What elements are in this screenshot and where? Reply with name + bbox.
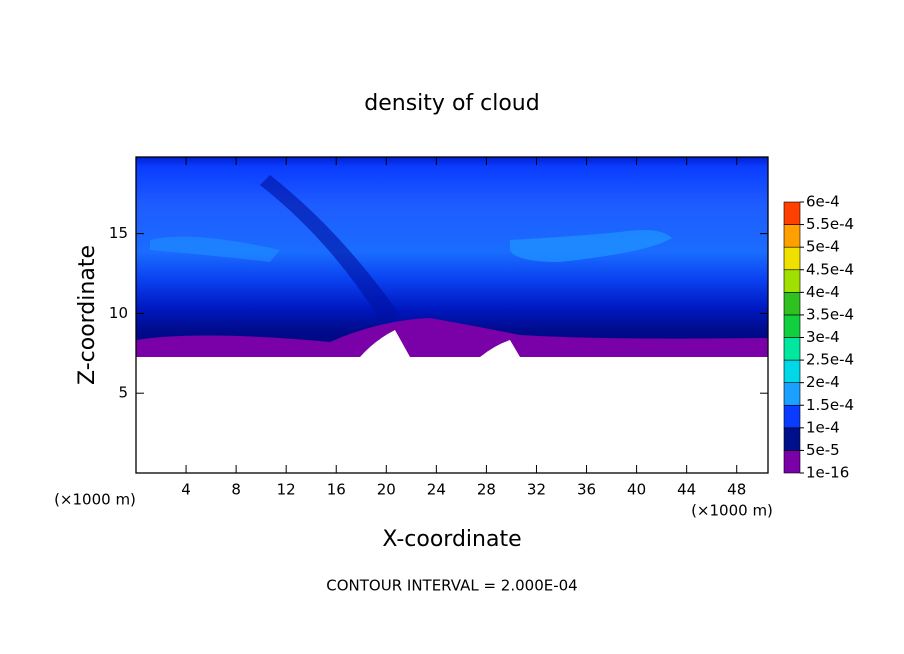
field-gap: [360, 330, 520, 357]
field-patch: [260, 175, 400, 320]
y-unit: (×1000 m): [54, 491, 136, 509]
x-tick-label: 40: [627, 481, 646, 499]
colorbar-swatch: [783, 427, 801, 451]
colorbar-label: 2.5e-4: [806, 351, 854, 369]
colorbar-swatch: [783, 201, 801, 225]
y-tick-label: 10: [109, 304, 128, 322]
colorbar-label: 1e-4: [806, 418, 840, 436]
field-empty: [136, 357, 768, 473]
colorbar-label: 1e-16: [806, 464, 849, 482]
colorbar-swatch: [783, 337, 801, 361]
colorbar-label: 3.5e-4: [806, 305, 854, 323]
y-axis-label: Z-coordinate: [75, 245, 100, 385]
x-tick-label: 4: [181, 481, 191, 499]
field-patch: [510, 230, 672, 262]
colorbar-swatch: [783, 450, 801, 474]
x-tick-label: 12: [277, 481, 296, 499]
colorbar-swatch: [783, 314, 801, 338]
colorbar-label: 1.5e-4: [806, 396, 854, 414]
colorbar-swatch: [783, 246, 801, 271]
x-tick-label: 48: [727, 481, 746, 499]
x-tick-label: 36: [577, 481, 596, 499]
footer: CONTOUR INTERVAL = 2.000E-04: [326, 577, 577, 595]
colorbar-swatch: [783, 292, 801, 316]
x-tick-label: 20: [377, 481, 396, 499]
colorbar-label: 5e-4: [806, 238, 840, 256]
colorbar-label: 6e-4: [806, 193, 840, 211]
chart-title: density of cloud: [364, 91, 539, 116]
y-tick-label: 5: [118, 384, 128, 402]
colorbar-swatch: [783, 404, 801, 429]
contour-field: [136, 157, 768, 473]
field-patch: [150, 236, 280, 262]
colorbar-swatch: [783, 224, 801, 248]
x-tick-label: 28: [477, 481, 496, 499]
colorbar-label: 4.5e-4: [806, 260, 854, 278]
x-tick-label: 32: [527, 481, 546, 499]
colorbar-label: 5e-5: [806, 441, 840, 459]
colorbar-swatch: [783, 382, 801, 406]
colorbar-label: 5.5e-4: [806, 215, 854, 233]
field-purple: [136, 318, 768, 357]
x-tick-label: 44: [677, 481, 696, 499]
x-tick-label: 24: [427, 481, 446, 499]
plot-frame: [135, 156, 769, 474]
colorbar-label: 3e-4: [806, 328, 840, 346]
colorbar-label: 2e-4: [806, 373, 840, 391]
colorbar-swatch: [783, 359, 801, 383]
x-tick-label: 8: [231, 481, 241, 499]
x-axis-label: X-coordinate: [382, 527, 521, 552]
y-tick-label: 15: [109, 224, 128, 242]
colorbar-label: 4e-4: [806, 283, 840, 301]
x-tick-label: 16: [327, 481, 346, 499]
x-unit: (×1000 m): [691, 502, 773, 520]
colorbar-swatch: [783, 269, 801, 293]
